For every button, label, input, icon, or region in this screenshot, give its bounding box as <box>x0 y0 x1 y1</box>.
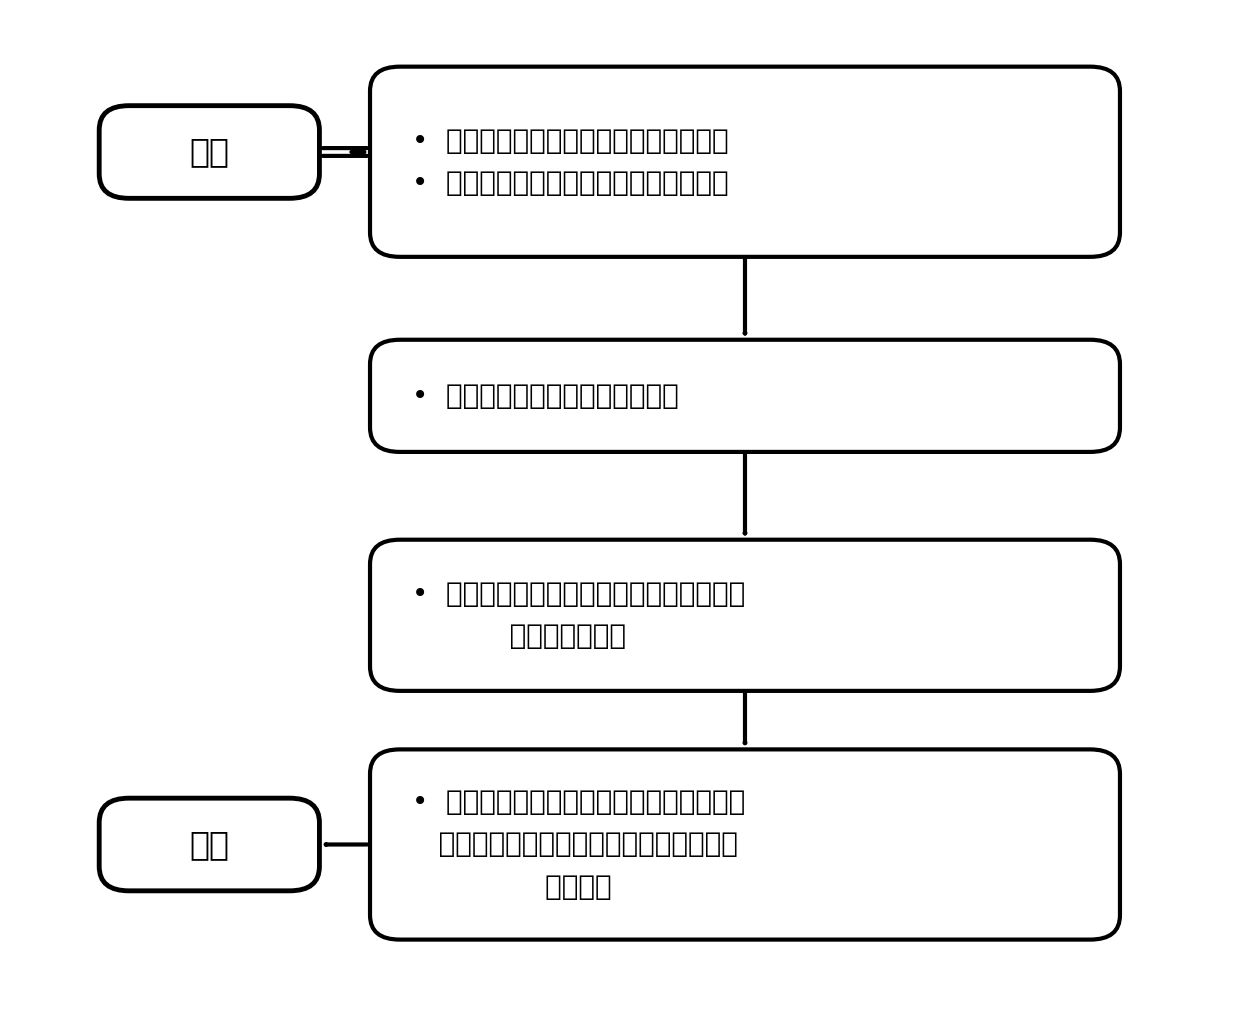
Text: •  根据机理分析选取发电站所需历史数据
•  数据预处理：粗大误差剖除、稳态筛选: • 根据机理分析选取发电站所需历史数据 • 数据预处理：粗大误差剖除、稳态筛选 <box>412 127 728 197</box>
FancyBboxPatch shape <box>370 339 1120 452</box>
Text: •  数据协调降低实测数据不确定度: • 数据协调降低实测数据不确定度 <box>412 382 678 409</box>
Text: 开始: 开始 <box>190 135 229 169</box>
FancyBboxPatch shape <box>370 67 1120 257</box>
FancyBboxPatch shape <box>99 106 320 198</box>
FancyBboxPatch shape <box>370 539 1120 691</box>
FancyBboxPatch shape <box>370 750 1120 940</box>
FancyBboxPatch shape <box>99 799 320 891</box>
Text: •  基于统计控制技术的设备性能变化定量判
   定方法判别部件是否发生故障，实现在线
               性能监测: • 基于统计控制技术的设备性能变化定量判 定方法判别部件是否发生故障，实现在线 … <box>412 788 745 901</box>
Text: •  基于主导因素建模方法建立机组热力系统
           全工况部件模型: • 基于主导因素建模方法建立机组热力系统 全工况部件模型 <box>412 580 745 650</box>
Text: 结束: 结束 <box>190 828 229 861</box>
